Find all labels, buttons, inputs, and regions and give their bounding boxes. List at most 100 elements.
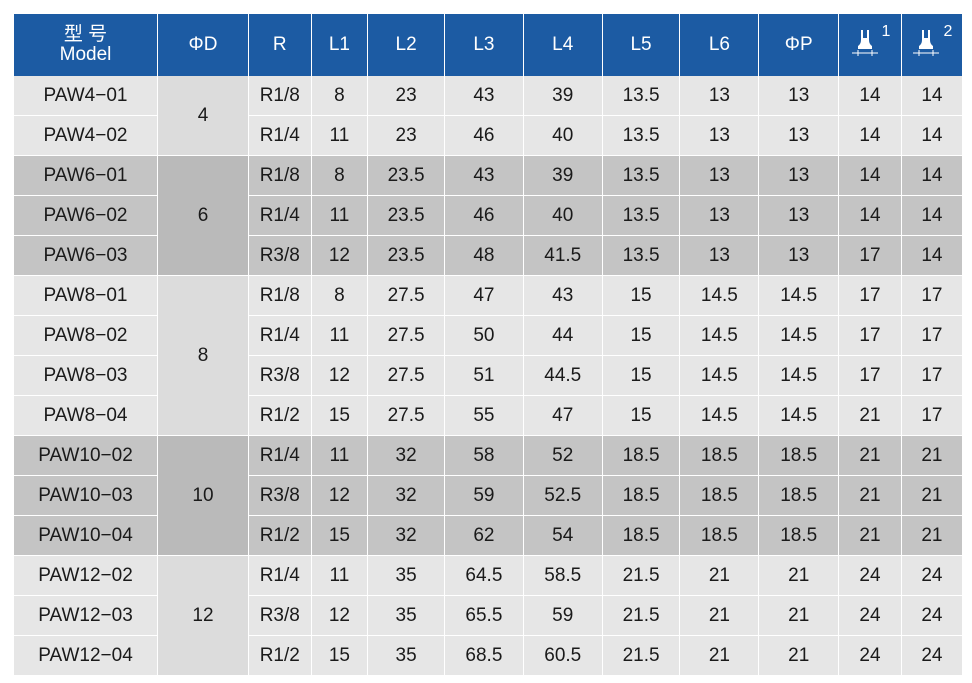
cell-phi-p: 13 [758,235,840,276]
table-row: PAW6−01 6 R1/8 8 23.5 43 39 13.5 13 13 14 14 [14,155,962,276]
cell-l6: 14.5 [679,355,760,396]
table-row: PAW12−04 R1/2 15 35 68.5 60.5 21.5 21 21 24 24 [14,635,962,676]
cell-r: R3/8 [248,355,312,396]
cell-l5: 13.5 [602,115,681,156]
cell-phi-d: 8 [157,275,249,436]
cell-l6: 18.5 [679,435,760,476]
cell-l4: 60.5 [523,635,603,676]
cell-l1: 15 [311,515,369,556]
cell-l6: 13 [679,235,760,276]
cell-wrench-1: 14 [838,76,902,116]
cell-l4: 58.5 [523,555,603,596]
cell-l2: 32 [367,435,445,476]
cell-l1: 8 [311,76,369,116]
table-row: PAW6−03 R3/8 12 23.5 48 41.5 13.5 13 13 17 14 [14,235,962,276]
cell-l4: 40 [523,195,603,236]
table-row: PAW12−03 R3/8 12 35 65.5 59 21.5 21 21 24 24 [14,595,962,636]
cell-r: R1/4 [248,435,312,476]
cell-l5: 15 [602,315,681,356]
header-l4: L4 [523,14,603,76]
cell-l6: 18.5 [679,475,760,516]
cell-l1: 8 [311,275,369,316]
cell-l6: 14.5 [679,315,760,356]
header-l2: L2 [367,14,445,76]
cell-l6: 13 [679,195,760,236]
cell-l6: 14.5 [679,395,760,436]
cell-model: PAW8−01 [14,275,158,316]
header-wrench-2: 2 [901,14,962,76]
cell-r: R1/8 [248,275,312,316]
cell-phi-p: 13 [758,155,840,196]
cell-l5: 18.5 [602,435,681,476]
cell-l4: 39 [523,155,603,196]
cell-r: R1/4 [248,555,312,596]
cell-wrench-2: 21 [901,515,962,556]
cell-l6: 21 [679,635,760,676]
cell-wrench-1: 14 [838,195,902,236]
cell-l3: 59 [444,475,524,516]
cell-wrench-2: 14 [901,235,962,276]
cell-l1: 11 [311,195,369,236]
cell-l6: 13 [679,76,760,116]
cell-l4: 47 [523,395,603,436]
cell-wrench-1: 17 [838,355,902,396]
cell-l4: 44 [523,315,603,356]
cell-r: R1/4 [248,195,312,236]
cell-phi-p: 13 [758,76,840,116]
cell-phi-p: 13 [758,195,840,236]
table-row: PAW6−02 R1/4 11 23.5 46 40 13.5 13 13 14 14 [14,195,962,236]
cell-l3: 47 [444,275,524,316]
cell-l4: 41.5 [523,235,603,276]
cell-r: R1/8 [248,155,312,196]
cell-l5: 13.5 [602,155,681,196]
cell-wrench-2: 17 [901,315,962,356]
cell-r: R1/8 [248,76,312,116]
cell-wrench-2: 24 [901,635,962,676]
cell-wrench-1: 21 [838,435,902,476]
cell-model: PAW8−04 [14,395,158,436]
table-row: PAW10−04 R1/2 15 32 62 54 18.5 18.5 18.5 21 21 [14,515,962,556]
cell-model: PAW6−01 [14,155,158,196]
cell-l3: 62 [444,515,524,556]
cell-phi-d: 12 [157,555,249,676]
cell-model: PAW6−02 [14,195,158,236]
cell-model: PAW4−02 [14,115,158,156]
cell-model: PAW8−02 [14,315,158,356]
cell-l5: 18.5 [602,475,681,516]
cell-phi-p: 18.5 [758,435,840,476]
cell-l2: 23 [367,76,445,116]
cell-phi-p: 21 [758,595,840,636]
cell-r: R1/2 [248,635,312,676]
cell-wrench-1: 21 [838,395,902,436]
cell-phi-d: 6 [157,155,249,276]
cell-l3: 51 [444,355,524,396]
cell-wrench-1: 24 [838,635,902,676]
cell-model: PAW8−03 [14,355,158,396]
cell-wrench-1: 17 [838,275,902,316]
cell-l1: 12 [311,475,369,516]
cell-wrench-1: 24 [838,595,902,636]
cell-l4: 52 [523,435,603,476]
table-row: PAW4−01 4 R1/8 8 23 43 39 13.5 13 13 14 14 [14,76,962,156]
cell-model: PAW10−04 [14,515,158,556]
cell-l5: 15 [602,275,681,316]
cell-wrench-2: 17 [901,275,962,316]
header-l1: L1 [311,14,369,76]
spec-table: 型 号 Model ΦD R L1 L2 L3 L4 L5 L6 ΦP 1 [14,14,962,676]
cell-l4: 44.5 [523,355,603,396]
cell-l3: 48 [444,235,524,276]
wrench-size-icon [851,30,878,56]
cell-wrench-1: 17 [838,235,902,276]
cell-phi-d: 4 [157,76,249,156]
header-model-en: Model [59,44,112,65]
cell-phi-p: 14.5 [758,395,840,436]
cell-r: R3/8 [248,235,312,276]
cell-phi-p: 13 [758,115,840,156]
cell-l3: 58 [444,435,524,476]
cell-l4: 59 [523,595,603,636]
cell-model: PAW12−03 [14,595,158,636]
cell-l1: 15 [311,395,369,436]
cell-l3: 46 [444,115,524,156]
cell-wrench-2: 24 [901,555,962,596]
cell-phi-p: 14.5 [758,355,840,396]
